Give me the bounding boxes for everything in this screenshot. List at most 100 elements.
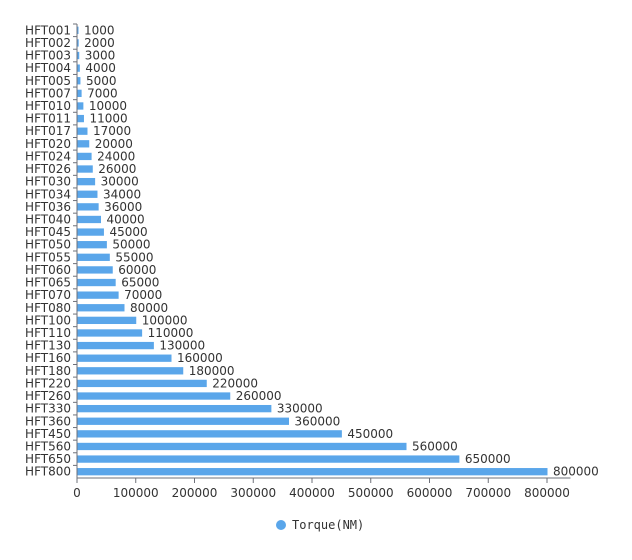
bar[interactable] (77, 64, 80, 72)
value-label: 24000 (97, 149, 135, 163)
category-label: HFT180 (25, 364, 71, 378)
category-label: HFT055 (25, 250, 71, 264)
category-label: HFT060 (25, 263, 71, 277)
category-label: HFT650 (25, 452, 71, 466)
value-label: 5000 (86, 74, 117, 88)
bar[interactable] (77, 77, 81, 85)
x-tick-label: 400000 (289, 486, 335, 500)
value-label: 800000 (553, 465, 599, 479)
category-label: HFT040 (25, 212, 71, 226)
category-label: HFT030 (25, 175, 71, 189)
x-tick-label: 500000 (348, 486, 394, 500)
x-tick-label: 300000 (230, 486, 276, 500)
category-label: HFT160 (25, 351, 71, 365)
bar[interactable] (77, 379, 207, 388)
bar[interactable] (77, 177, 96, 186)
bar[interactable] (77, 127, 88, 135)
bar[interactable] (77, 442, 407, 451)
bar[interactable] (77, 39, 79, 47)
value-label: 130000 (159, 339, 205, 353)
value-label: 40000 (107, 212, 145, 226)
value-label: 3000 (85, 49, 116, 63)
bars-layer (77, 26, 548, 476)
category-label: HFT100 (25, 313, 71, 327)
value-label: 70000 (124, 288, 162, 302)
category-label: HFT800 (25, 465, 71, 479)
bar[interactable] (77, 468, 548, 476)
legend[interactable]: Torque(NM) (276, 518, 364, 532)
category-label: HFT260 (25, 389, 71, 403)
bar[interactable] (77, 417, 290, 425)
value-label: 7000 (87, 86, 118, 100)
axes-layer (73, 23, 571, 483)
bar[interactable] (77, 341, 154, 350)
category-label: HFT003 (25, 49, 71, 63)
category-label: HFT002 (25, 36, 71, 50)
legend-marker-icon (276, 520, 286, 530)
category-label: HFT110 (25, 326, 71, 340)
x-tick-label: 700000 (465, 486, 511, 500)
bar[interactable] (77, 228, 104, 236)
bar[interactable] (77, 152, 92, 161)
bar[interactable] (77, 329, 143, 337)
category-label: HFT026 (25, 162, 71, 176)
bar[interactable] (77, 102, 84, 110)
value-label: 50000 (112, 238, 150, 252)
value-label: 30000 (101, 175, 139, 189)
value-label: 11000 (89, 112, 127, 126)
bar[interactable] (77, 392, 231, 400)
category-label: HFT070 (25, 288, 71, 302)
bar[interactable] (77, 404, 272, 413)
category-label: HFT005 (25, 74, 71, 88)
bar[interactable] (77, 354, 172, 362)
x-tick-label: 0 (73, 486, 81, 500)
value-label: 450000 (347, 427, 393, 441)
bar[interactable] (77, 165, 93, 173)
bar[interactable] (77, 241, 107, 249)
category-label: HFT330 (25, 402, 71, 416)
category-label: HFT050 (25, 238, 71, 252)
bar[interactable] (77, 190, 98, 198)
category-label: HFT020 (25, 137, 71, 151)
bar[interactable] (77, 430, 342, 438)
category-label: HFT007 (25, 86, 71, 100)
value-label: 80000 (130, 301, 168, 315)
value-label: 34000 (103, 187, 141, 201)
bar[interactable] (77, 316, 137, 325)
bar[interactable] (77, 51, 80, 60)
category-label: HFT011 (25, 112, 71, 126)
bar[interactable] (77, 291, 119, 299)
bar[interactable] (77, 26, 79, 34)
category-label: HFT034 (25, 187, 71, 201)
category-label: HFT080 (25, 301, 71, 315)
bar[interactable] (77, 278, 116, 287)
bar[interactable] (77, 215, 102, 224)
legend-label: Torque(NM) (292, 518, 364, 532)
labels-layer: 0 100000 200000 300000 400000 500000 600000 700… (25, 23, 599, 500)
category-label: HFT010 (25, 99, 71, 113)
value-label: 65000 (121, 276, 159, 290)
category-label: HFT560 (25, 439, 71, 453)
value-label: 55000 (115, 250, 153, 264)
bar[interactable] (77, 253, 110, 261)
bar[interactable] (77, 114, 84, 123)
x-tick-label: 200000 (172, 486, 218, 500)
category-label: HFT017 (25, 124, 71, 138)
bar[interactable] (77, 203, 99, 211)
value-label: 17000 (93, 124, 131, 138)
category-label: HFT065 (25, 276, 71, 290)
x-tick-label: 600000 (407, 486, 453, 500)
value-label: 4000 (85, 61, 116, 75)
value-label: 10000 (89, 99, 127, 113)
bar[interactable] (77, 266, 113, 274)
bar[interactable] (77, 140, 90, 148)
value-label: 45000 (109, 225, 147, 239)
bar[interactable] (77, 89, 82, 98)
value-label: 260000 (236, 389, 282, 403)
bar[interactable] (77, 367, 184, 375)
bar[interactable] (77, 455, 460, 463)
bar[interactable] (77, 304, 125, 312)
category-label: HFT130 (25, 339, 71, 353)
value-label: 110000 (148, 326, 194, 340)
